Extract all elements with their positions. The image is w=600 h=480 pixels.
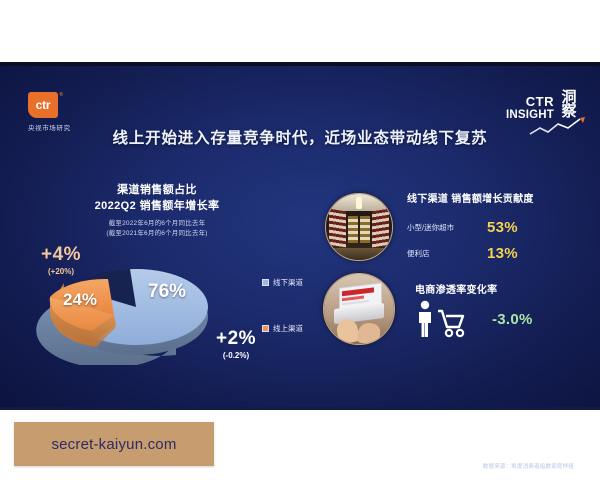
watermark-text: secret-kaiyun.com [51, 435, 177, 453]
store-light-icon [356, 196, 362, 209]
store-floor [326, 248, 392, 260]
legend-swatch-offline [262, 279, 269, 286]
ctr-insight-char-dong: 洞 [561, 89, 577, 106]
ctr-logo-text: ctr [35, 98, 51, 112]
hand-right [356, 321, 382, 344]
store-interior-illustration [326, 194, 392, 260]
ecommerce-penetration-stat: -3.0% [414, 300, 533, 338]
pie-chart-svg [36, 269, 208, 369]
ctr-insight-wordmark: CTR INSIGHT [506, 95, 554, 121]
legend-item-offline: 线下渠道 [262, 277, 303, 288]
ctr-insight-line2: INSIGHT [505, 108, 554, 121]
site-watermark: secret-kaiyun.com [14, 422, 214, 466]
shopper-cart-icon [419, 300, 465, 338]
chart-heading-block: 渠道销售额占比 2022Q2 销售额年增长率 截至2022年6月的6个月同比去年… [62, 183, 252, 238]
upward-trend-icon [529, 117, 585, 135]
chart-subnote-line2: (截至2021年6月的6个月同比去年) [106, 229, 208, 237]
ctr-logo-subtitle: 央视市场研究 [28, 125, 71, 132]
screen-banner [342, 287, 375, 297]
contribution-row: 小型/迷你超市 53% [407, 214, 572, 240]
contribution-value: 13% [487, 244, 518, 262]
callout-online-growth: +4% (+20%) [18, 245, 104, 276]
chart-legend: 线下渠道 线上渠道 [262, 277, 303, 369]
slide-top-edge [0, 62, 600, 66]
legend-label-offline: 线下渠道 [273, 278, 303, 287]
contribution-row: 便利店 13% [407, 240, 572, 266]
chart-heading-line1: 渠道销售额占比 [117, 184, 197, 196]
contribution-value: 53% [487, 218, 518, 236]
callout-online-note: (+20%) [47, 267, 74, 276]
pie-chart [30, 255, 270, 369]
legend-item-online: 线上渠道 [262, 323, 303, 334]
ecommerce-penetration-value: -3.0% [492, 310, 533, 328]
contribution-key: 小型/迷你超市 [407, 222, 455, 232]
trademark-icon: ® [59, 92, 63, 98]
contribution-title: 线下渠道 销售额增长贡献度 [407, 194, 534, 205]
page-title: 线上开始进入存量竞争时代，近场业态带动线下复苏 [112, 130, 488, 147]
store-shelf-right [372, 208, 390, 249]
chart-subnote-line1: 截至2022年6月的6个月同比去年 [108, 219, 206, 227]
online-shopping-photo [323, 273, 395, 345]
ctr-insight-logo: CTR INSIGHT 洞 察 [490, 90, 586, 136]
slide-bottom-edge [0, 407, 600, 410]
callout-offline-note: (-0.2%) [222, 351, 250, 360]
legend-label-online: 线上渠道 [273, 324, 303, 333]
ctr-logo-mark: ctr ® [28, 92, 63, 118]
store-aisle-b [360, 216, 370, 243]
laptop-illustration [324, 274, 394, 344]
contribution-key: 便利店 [407, 248, 430, 258]
callout-offline-growth: +2% (-0.2%) [190, 329, 282, 360]
store-shelf-left [328, 208, 346, 249]
ctr-insight-chinese-name: 洞 察 [554, 90, 584, 119]
source-note: 数据来源：凯度消费者指数家庭样组 [482, 464, 574, 470]
store-aisle-a [348, 216, 358, 243]
ctr-brand-logo: ctr ® 央视市场研究 [28, 92, 118, 132]
ecommerce-penetration-title: 电商渗透率变化率 [415, 285, 498, 296]
ctr-insight-line1: CTR [525, 94, 554, 109]
callout-online-value: +4% [40, 244, 82, 265]
pie-slice-label-online: 24% [63, 290, 98, 309]
contribution-list: 小型/迷你超市 53% 便利店 13% [407, 214, 572, 266]
store-shelf-photo [325, 193, 393, 261]
pie-slice-label-offline: 76% [148, 281, 187, 302]
ctr-insight-char-cha: 察 [561, 103, 577, 120]
chart-heading-line2: 2022Q2 销售额年增长率 [94, 199, 220, 212]
legend-swatch-online [262, 325, 269, 332]
callout-offline-value: +2% [215, 328, 257, 349]
